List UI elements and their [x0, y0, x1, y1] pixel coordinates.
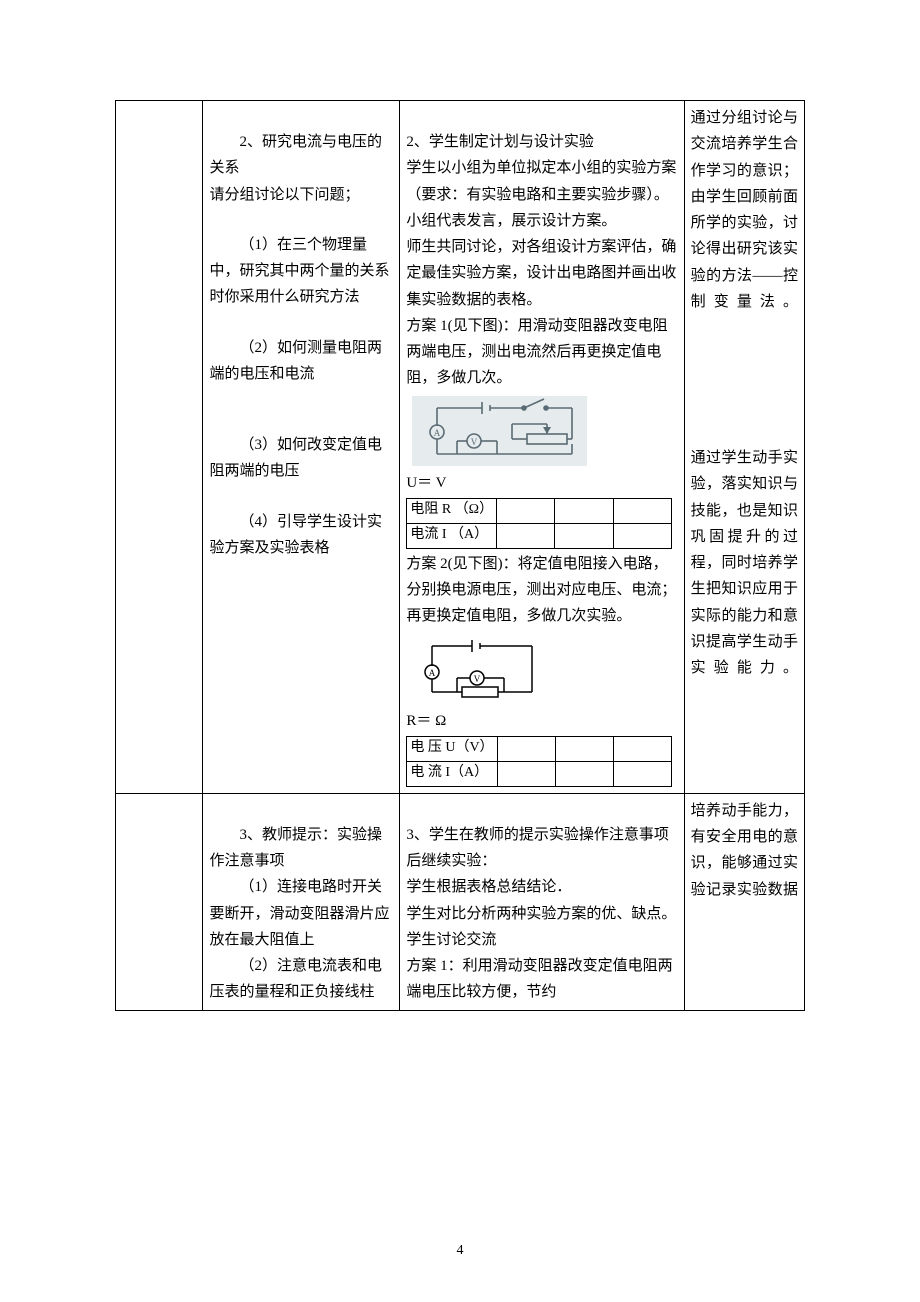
page-number: 4 — [0, 1240, 920, 1262]
svg-text:V: V — [474, 674, 481, 684]
main-table: 2、研究电流与电压的关系 请分组讨论以下问题； （1）在三个物理量中，研究其中两… — [115, 100, 805, 1011]
text: （2）如何测量电阻两端的电压和电流 — [209, 335, 393, 388]
text: 2、研究电流与电压的关系 — [209, 129, 393, 182]
data-cell — [613, 498, 671, 523]
text: 3、学生在教师的提示实验操作注意事项后继续实验： — [406, 822, 677, 875]
data-cell — [613, 523, 671, 548]
cell-teacher-activity-2: 3、教师提示：实验操作注意事项 （1）连接电路时开关要断开，滑动变阻器滑片应放在… — [203, 793, 400, 1010]
text: 方案 1：利用滑动变阻器改变定值电阻两端电压比较方便，节约 — [406, 953, 677, 1006]
cell-purpose-2: 培养动手能力，有安全用电的意识，能够通过实验记录实验数据 — [684, 793, 804, 1010]
data-cell — [614, 761, 672, 786]
svg-text:A: A — [429, 668, 436, 678]
data-cell — [497, 523, 555, 548]
data-cell — [497, 736, 555, 761]
text: 小组代表发言，展示设计方案。 — [406, 208, 677, 234]
table-row: 电流 I （A） — [407, 523, 672, 548]
text: 学生以小组为单位拟定本小组的实验方案（要求：有实验电路和主要实验步骤）。 — [406, 155, 677, 208]
data-cell — [555, 523, 613, 548]
text: （2）注意电流表和电压表的量程和正负接线柱 — [209, 953, 393, 1006]
row-header: 电 压 U（V） — [407, 736, 497, 761]
row-header: 电阻 R （Ω） — [407, 498, 497, 523]
text: （1）连接电路时开关要断开，滑动变阻器滑片应放在最大阻值上 — [209, 874, 393, 953]
svg-text:V: V — [471, 437, 478, 447]
text: 方案 2(见下图)：将定值电阻接入电路，分别换电源电压，测出对应电压、电流；再更… — [406, 551, 677, 630]
text: 师生共同讨论，对各组设计方案评估，确定最佳实验方案，设计出电路图并画出收集实验数… — [406, 234, 677, 313]
row-header: 电流 I （A） — [407, 523, 497, 548]
text: （1）在三个物理量中，研究其中两个量的关系时你采用什么研究方法 — [209, 232, 393, 311]
cell-purpose-1: 通过分组讨论与交流培养学生合作学习的意识； 由学生回顾前面所学的实验，讨论得出研… — [684, 101, 804, 794]
text: 通过学生动手实验，落实知识与技能，也是知识巩固提升的过程，同时培养学生把知识应用… — [691, 445, 798, 681]
text: 学生对比分析两种实验方案的优、缺点。 — [406, 901, 677, 927]
data-cell — [555, 736, 613, 761]
r-equals-label: R＝ Ω — [406, 708, 677, 734]
data-cell — [555, 761, 613, 786]
text: 学生讨论交流 — [406, 927, 677, 953]
text: （4）引导学生设计实验方案及实验表格 — [209, 509, 393, 562]
data-cell — [497, 761, 555, 786]
table-row: 电 压 U（V） — [407, 736, 672, 761]
text: 方案 1(见下图)：用滑动变阻器改变电阻两端电压，测出电流然后再更换定值电阻，多… — [406, 313, 677, 392]
table-row: 2、研究电流与电压的关系 请分组讨论以下问题； （1）在三个物理量中，研究其中两… — [116, 101, 805, 794]
text: （3）如何改变定值电阻两端的电压 — [209, 432, 393, 485]
text: 学生根据表格总结结论． — [406, 874, 677, 900]
u-equals-label: U＝ V — [406, 470, 677, 496]
table-row: 3、教师提示：实验操作注意事项 （1）连接电路时开关要断开，滑动变阻器滑片应放在… — [116, 793, 805, 1010]
row-header: 电 流 I（A） — [407, 761, 497, 786]
cell-student-activity-1: 2、学生制定计划与设计实验 学生以小组为单位拟定本小组的实验方案（要求：有实验电… — [400, 101, 684, 794]
text: 培养动手能力，有安全用电的意识，能够通过实验记录实验数据 — [691, 798, 798, 903]
cell-student-activity-2: 3、学生在教师的提示实验操作注意事项后继续实验： 学生根据表格总结结论． 学生对… — [400, 793, 684, 1010]
text: 3、教师提示：实验操作注意事项 — [209, 822, 393, 875]
cell-blank — [116, 101, 203, 794]
circuit-diagram-2: A V — [412, 634, 552, 704]
table-row: 电阻 R （Ω） — [407, 498, 672, 523]
circuit-diagram-1: A V — [412, 396, 587, 466]
data-cell — [555, 498, 613, 523]
text: 请分组讨论以下问题； — [209, 182, 393, 208]
page: 2、研究电流与电压的关系 请分组讨论以下问题； （1）在三个物理量中，研究其中两… — [0, 0, 920, 1302]
data-cell — [614, 736, 672, 761]
text: 由学生回顾前面所学的实验，讨论得出研究该实验的方法——控制变量法。 — [691, 184, 798, 315]
text: 2、学生制定计划与设计实验 — [406, 129, 677, 155]
text: 通过分组讨论与交流培养学生合作学习的意识； — [691, 105, 798, 184]
cell-blank — [116, 793, 203, 1010]
data-table-2: 电 压 U（V） 电 流 I（A） — [406, 736, 672, 787]
svg-text:A: A — [434, 428, 441, 438]
data-table-1: 电阻 R （Ω） 电流 I （A） — [406, 498, 672, 549]
table-row: 电 流 I（A） — [407, 761, 672, 786]
data-cell — [497, 498, 555, 523]
cell-teacher-activity-1: 2、研究电流与电压的关系 请分组讨论以下问题； （1）在三个物理量中，研究其中两… — [203, 101, 400, 794]
